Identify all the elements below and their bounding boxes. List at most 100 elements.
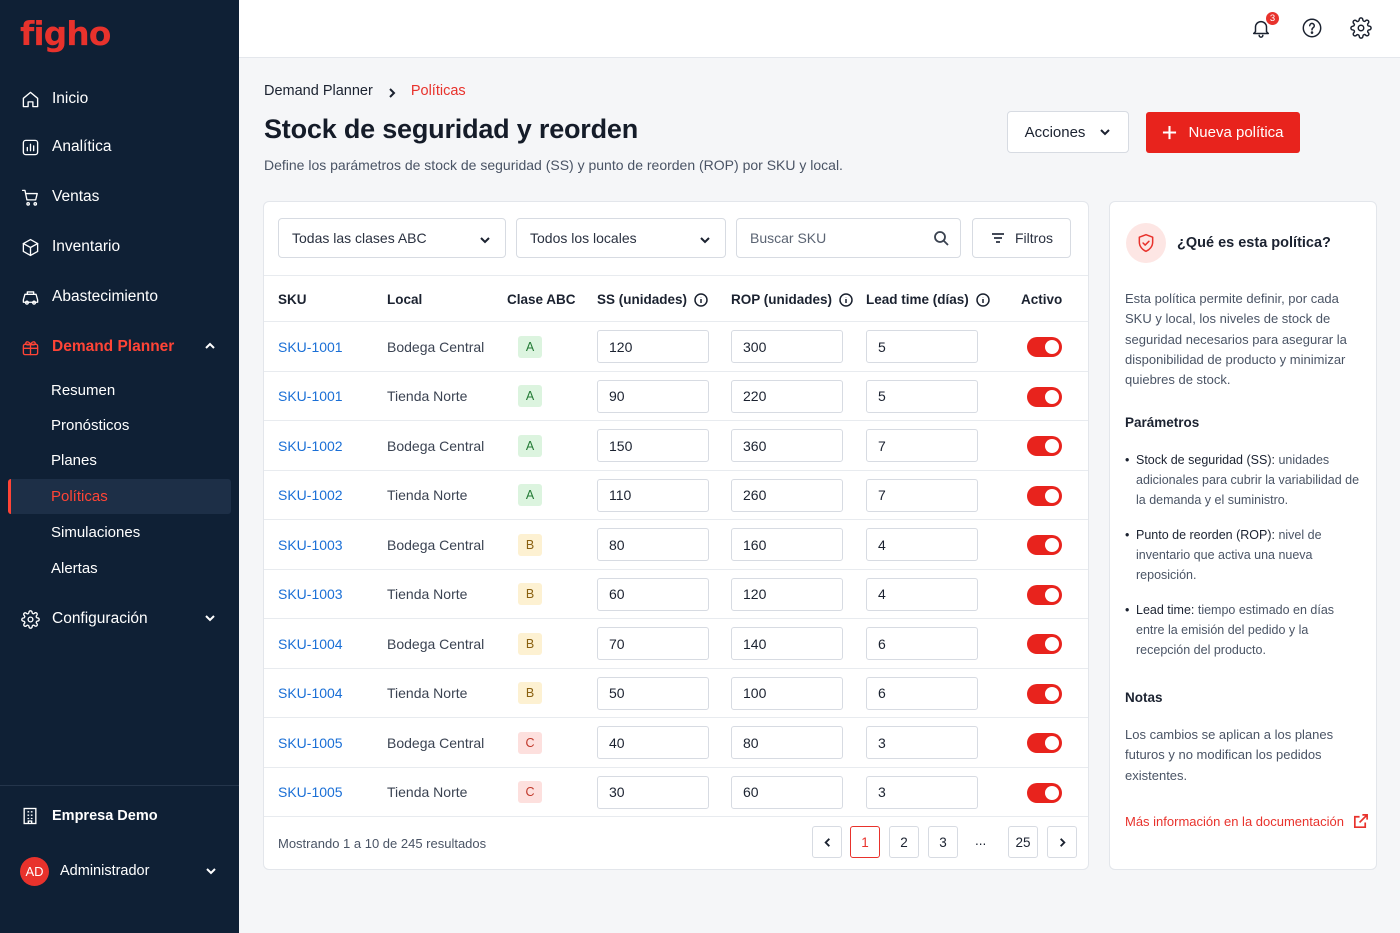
ss-input[interactable] [597,478,709,512]
lead-time-input[interactable] [866,478,978,512]
search-icon[interactable] [933,230,949,251]
rop-input[interactable] [731,775,843,809]
sidebar-subitem-politicas[interactable]: Políticas [8,479,231,514]
user-menu[interactable]: AD Administrador [20,856,220,886]
sku-link[interactable]: SKU-1003 [278,536,343,553]
sku-link[interactable]: SKU-1002 [278,437,343,454]
sidebar-subitem-planes[interactable]: Planes [51,452,97,469]
sidebar-item-ventas[interactable]: Ventas [0,179,239,215]
column-header-rop[interactable]: ROP (unidades) [731,292,853,307]
prev-page-button[interactable] [812,826,842,858]
lead-time-input[interactable] [866,676,978,710]
new-policy-button[interactable]: Nueva política [1146,112,1300,153]
ss-input[interactable] [597,775,709,809]
ss-input[interactable] [597,429,709,462]
sku-link[interactable]: SKU-1001 [278,388,343,404]
page-button-25[interactable]: 25 [1008,826,1038,858]
lead-time-input[interactable] [866,775,978,809]
table-row: SKU-1005 Bodega Central C [264,718,1088,768]
column-header-sku[interactable]: SKU [278,292,307,307]
help-button[interactable] [1301,17,1325,41]
lead-time-input[interactable] [866,528,978,561]
filters-button[interactable]: Filtros [972,218,1071,258]
lead-time-input[interactable] [866,726,978,759]
sku-link[interactable]: SKU-1002 [278,487,343,503]
column-header-activo[interactable]: Activo [1021,292,1063,307]
sidebar-subitem-alertas[interactable]: Alertas [51,560,98,577]
info-icon[interactable] [839,292,853,307]
column-header-lead-time[interactable]: Lead time (días) [866,292,990,307]
sku-link[interactable]: SKU-1005 [278,734,343,751]
info-icon[interactable] [976,292,990,307]
sidebar-item-inventario[interactable]: Inventario [0,229,239,265]
ss-input[interactable] [597,379,709,413]
page-button-3[interactable]: 3 [928,826,958,858]
rop-input[interactable] [731,330,843,363]
settings-button[interactable] [1350,17,1374,41]
notifications-button[interactable]: 3 [1250,11,1280,41]
active-toggle[interactable] [1027,782,1062,803]
sidebar-item-inicio[interactable]: Inicio [0,81,239,117]
lead-time-input[interactable] [866,627,978,660]
column-header-abc[interactable]: Clase ABC [507,292,576,307]
rop-input[interactable] [731,379,843,413]
sku-link[interactable]: SKU-1001 [278,338,343,355]
ss-input[interactable] [597,676,709,710]
column-header-local[interactable]: Local [387,292,423,307]
ss-input[interactable] [597,577,709,611]
rop-input[interactable] [731,528,843,561]
ss-input[interactable] [597,528,709,561]
active-toggle[interactable] [1027,386,1062,407]
rop-input[interactable] [731,627,843,660]
documentation-link[interactable]: Más información en la documentación [1125,813,1369,830]
active-toggle[interactable] [1027,584,1062,605]
lead-time-input[interactable] [866,330,978,363]
rop-input[interactable] [731,429,843,462]
sidebar-item-analitica[interactable]: Analítica [0,129,239,165]
abc-class-select[interactable]: Todas las clases ABC [278,218,506,258]
sku-search-input[interactable] [737,219,917,257]
info-icon[interactable] [694,292,708,307]
rop-input[interactable] [731,676,843,710]
lead-time-input[interactable] [866,379,978,413]
lead-time-input[interactable] [866,577,978,611]
page-button-1[interactable]: 1 [850,826,880,858]
active-toggle[interactable] [1027,337,1062,357]
sidebar-subitem-resumen[interactable]: Resumen [51,382,116,399]
rop-input[interactable] [731,726,843,759]
sidebar-subitem-pronosticos[interactable]: Pronósticos [51,417,130,434]
ss-input[interactable] [597,726,709,759]
chevron-right-icon [387,86,397,98]
rop-input[interactable] [731,478,843,512]
sku-link[interactable]: SKU-1004 [278,635,343,652]
next-page-button[interactable] [1047,826,1077,858]
sku-link[interactable]: SKU-1003 [278,586,343,602]
sku-search [736,218,961,258]
active-toggle[interactable] [1027,733,1062,753]
sku-link[interactable]: SKU-1004 [278,685,343,701]
active-toggle[interactable] [1027,485,1062,506]
actions-button[interactable]: Acciones [1007,111,1129,153]
company-name[interactable]: Empresa Demo [20,806,158,826]
rop-input[interactable] [731,577,843,611]
sidebar-subitem-simulaciones[interactable]: Simulaciones [51,524,141,541]
active-toggle[interactable] [1027,436,1062,456]
breadcrumb-parent[interactable]: Demand Planner [264,83,373,99]
active-toggle[interactable] [1027,634,1062,654]
sidebar-item-demand-planner[interactable]: Demand Planner [0,329,239,365]
ss-input[interactable] [597,627,709,660]
home-icon [20,89,40,109]
sidebar-item-configuracion[interactable]: Configuración [0,601,239,637]
sku-link[interactable]: SKU-1005 [278,784,343,800]
filters-label: Filtros [1014,230,1054,246]
active-toggle[interactable] [1027,683,1062,704]
active-toggle[interactable] [1027,535,1062,555]
ss-input[interactable] [597,330,709,363]
help-icon [1302,18,1322,38]
sidebar-item-abastecimiento[interactable]: Abastecimiento [0,279,239,315]
page-button-2[interactable]: 2 [889,826,919,858]
brand-logo[interactable]: figho [20,14,111,53]
local-select[interactable]: Todos los locales [516,218,726,258]
lead-time-input[interactable] [866,429,978,462]
column-header-ss[interactable]: SS (unidades) [597,292,708,307]
